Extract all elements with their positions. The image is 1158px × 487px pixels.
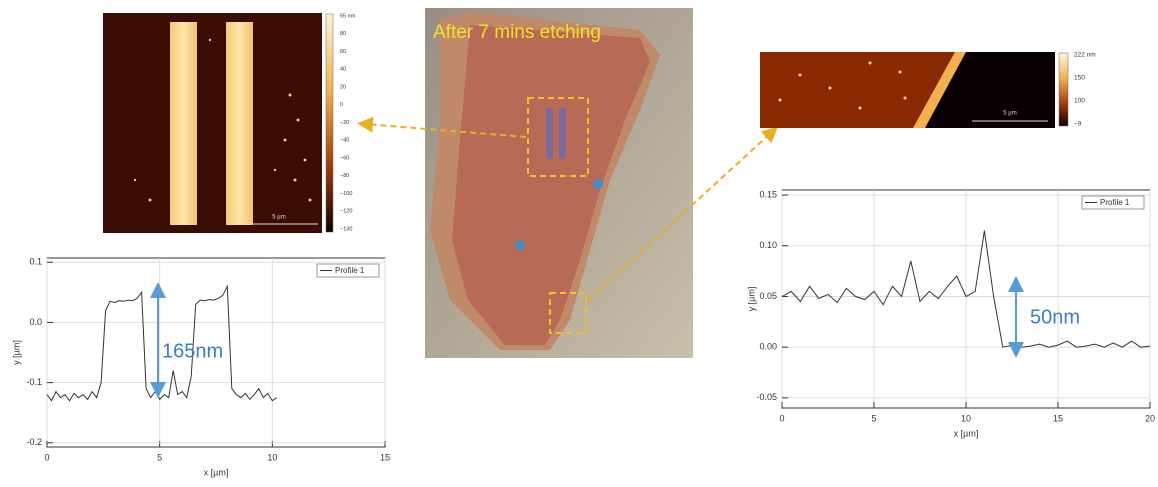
colorbar-label: 20 [340, 84, 346, 90]
colorbar-label: −100 [340, 191, 352, 197]
x-tick-label: 0 [44, 452, 49, 462]
legend-box [1081, 195, 1145, 210]
colorbar-label: −80 [340, 173, 349, 179]
x-tick-label: 0 [779, 413, 784, 423]
y-tick-label: 0.1 [29, 257, 42, 267]
afm-left: 5 µm [103, 13, 334, 233]
roi-box [527, 97, 589, 177]
legend-label: Profile 1 [1100, 198, 1130, 207]
stripe [170, 22, 197, 225]
x-tick-label: 5 [871, 413, 876, 423]
colorbar-label: 55 nm [340, 13, 356, 19]
colorbar-label: −40 [340, 138, 349, 144]
afm-right: 5 µm [760, 52, 1069, 128]
y-axis-label: y [µm] [746, 287, 756, 312]
scale-bar-label: 5 µm [272, 215, 285, 221]
edge [913, 52, 966, 128]
particles [133, 38, 312, 202]
colorbar-label: −9 [1074, 121, 1082, 128]
y-tick-label: -0.05 [756, 392, 777, 402]
height-annotation: 165nm [162, 340, 223, 362]
afm-image [103, 13, 322, 233]
colorbar-label: 150 [1074, 75, 1085, 82]
optical-image: After 7 mins etching [425, 8, 693, 358]
x-axis-label: x [µm] [954, 428, 979, 438]
y-tick-label: -0.2 [26, 437, 42, 447]
y-axis-label: y [µm] [11, 340, 21, 365]
x-tick-label: 10 [961, 413, 971, 423]
etched-stripe [546, 108, 553, 158]
profile-line [781, 230, 1151, 348]
y-tick-label: 0.15 [759, 189, 777, 199]
particle [515, 240, 525, 250]
stripe [226, 22, 253, 225]
y-tick-label: 0.05 [759, 291, 777, 301]
particles [778, 61, 907, 110]
roi-box [549, 292, 587, 334]
colorbar [325, 13, 334, 233]
y-tick-label: 0.0 [29, 317, 42, 327]
y-tick-label: -0.1 [26, 377, 42, 387]
colorbar-label: 40 [340, 67, 346, 73]
colorbar-label: 80 [340, 31, 346, 37]
colorbar-label: 222 nm [1074, 52, 1096, 59]
colorbar [1058, 52, 1069, 127]
x-tick-label: 5 [157, 452, 162, 462]
x-axis-label: x [µm] [204, 467, 229, 477]
legend-box [316, 263, 380, 278]
x-tick-label: 10 [267, 452, 277, 462]
scale-bar-label: 5 µm [1003, 111, 1016, 117]
pointer-arrow [587, 126, 778, 301]
colorbar-label: −130 [340, 226, 352, 232]
colorbar-label: −60 [340, 155, 349, 161]
caption: After 7 mins etching [433, 22, 601, 43]
colorbar-label: −20 [340, 120, 349, 126]
colorbar-label: −120 [340, 209, 352, 215]
y-tick-label: 0.00 [759, 342, 777, 352]
legend-label: Profile 1 [335, 266, 365, 275]
y-tick-label: 0.10 [759, 240, 777, 250]
colorbar-label: 60 [340, 49, 346, 55]
etched-stripe [559, 108, 566, 158]
flake [452, 25, 650, 345]
colorbar-label: 0 [340, 102, 343, 108]
particle [593, 179, 603, 189]
x-tick-label: 20 [1145, 413, 1155, 423]
colorbar-label: 100 [1074, 98, 1085, 105]
x-tick-label: 15 [1053, 413, 1063, 423]
height-annotation: 50nm [1030, 306, 1080, 328]
pointer-arrow [357, 116, 527, 138]
x-tick-label: 15 [380, 452, 390, 462]
